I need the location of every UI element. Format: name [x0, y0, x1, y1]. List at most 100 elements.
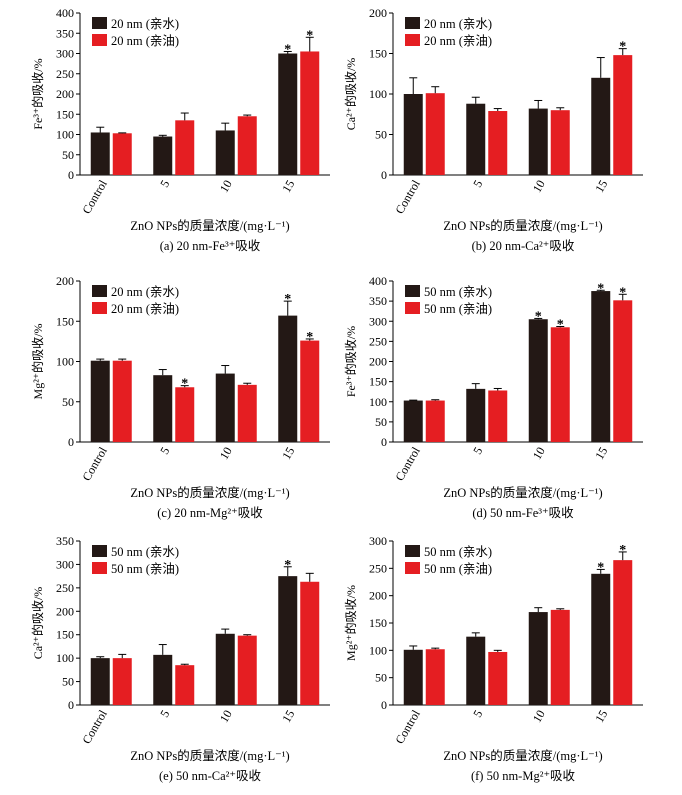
x-tick-label: 10	[530, 708, 548, 725]
legend-swatch	[92, 17, 107, 29]
bar-hydrophilic-2	[528, 612, 548, 705]
y-tick-label: 200	[369, 6, 387, 20]
y-axis-title: Mg²⁺的吸收/%	[30, 324, 45, 400]
significance-mark: *	[181, 377, 188, 392]
x-tick-label: Control	[79, 444, 110, 483]
bar-lipophilic-3	[613, 300, 633, 442]
bar-hydrophilic-0	[90, 360, 110, 442]
x-axis-title: ZnO NPs的质量浓度/(mg·L⁻¹)	[130, 748, 289, 763]
x-tick-label: 15	[592, 445, 610, 462]
bar-hydrophilic-1	[466, 388, 486, 442]
legend-swatch	[92, 545, 107, 557]
panel-caption: (c) 20 nm-Mg²⁺吸收	[157, 506, 263, 520]
bar-lipophilic-1	[488, 390, 508, 442]
y-tick-label: 150	[369, 375, 387, 389]
x-tick-label: 15	[592, 178, 610, 195]
bar-hydrophilic-1	[153, 375, 173, 442]
chart-panel-1: 0 50 100 150 200 250 300 350 400 Control 5 10 * * 15 Fe…	[30, 6, 330, 253]
y-tick-label: 250	[369, 334, 387, 348]
bar-hydrophilic-2	[528, 108, 548, 175]
legend-label: 20 nm (亲水)	[424, 17, 492, 31]
bar-lipophilic-3	[300, 51, 320, 175]
y-tick-label: 50	[62, 395, 74, 409]
bar-hydrophilic-3	[278, 315, 298, 442]
x-axis-title: ZnO NPs的质量浓度/(mg·L⁻¹)	[443, 485, 602, 500]
y-tick-label: 50	[62, 148, 74, 162]
x-tick-label: Control	[392, 177, 423, 216]
y-axis-title: Ca²⁺的吸收/%	[343, 58, 358, 131]
y-tick-label: 100	[369, 395, 387, 409]
x-axis-title: ZnO NPs的质量浓度/(mg·L⁻¹)	[443, 748, 602, 763]
bar-hydrophilic-2	[215, 130, 235, 175]
y-tick-label: 200	[369, 589, 387, 603]
x-tick-label: 10	[217, 708, 235, 725]
bar-hydrophilic-0	[403, 94, 423, 175]
legend-swatch	[92, 562, 107, 574]
y-tick-label: 0	[68, 698, 74, 712]
y-tick-label: 100	[56, 128, 74, 142]
x-tick-label: 10	[530, 178, 548, 195]
y-tick-label: 50	[62, 675, 74, 689]
legend-label: 50 nm (亲水)	[424, 545, 492, 559]
x-tick-label: 15	[592, 708, 610, 725]
bar-hydrophilic-2	[215, 373, 235, 442]
bar-hydrophilic-3	[278, 576, 298, 705]
y-tick-label: 0	[381, 168, 387, 182]
y-tick-label: 400	[369, 274, 387, 288]
bar-lipophilic-2	[237, 635, 257, 705]
y-axis-title: Fe³⁺的吸收/%	[30, 58, 45, 129]
y-tick-label: 100	[369, 87, 387, 101]
legend-label: 20 nm (亲油)	[111, 34, 179, 48]
panel-caption: (a) 20 nm-Fe³⁺吸收	[160, 239, 261, 253]
legend-label: 50 nm (亲水)	[111, 545, 179, 559]
panel-caption: (f) 50 nm-Mg²⁺吸收	[471, 769, 576, 783]
bar-hydrophilic-3	[591, 573, 611, 705]
bar-hydrophilic-1	[466, 103, 486, 175]
chart-panel-5: 0 50 100 150 200 250 300 350 Control 5 10 * 15 Ca²⁺的吸…	[30, 534, 330, 783]
x-tick-label: 5	[470, 445, 485, 457]
y-axis-title: Mg²⁺的吸收/%	[343, 585, 358, 661]
y-tick-label: 100	[56, 651, 74, 665]
y-tick-label: 250	[56, 581, 74, 595]
y-tick-label: 150	[369, 616, 387, 630]
y-tick-label: 0	[381, 435, 387, 449]
x-tick-label: 15	[279, 178, 297, 195]
legend-label: 50 nm (亲油)	[111, 562, 179, 576]
bar-lipophilic-1	[175, 120, 195, 175]
significance-mark: *	[557, 317, 564, 332]
y-tick-label: 50	[375, 128, 387, 142]
significance-mark: *	[535, 309, 542, 324]
bar-lipophilic-1	[175, 387, 195, 442]
bar-lipophilic-0	[425, 93, 445, 175]
y-tick-label: 350	[56, 26, 74, 40]
bar-hydrophilic-1	[153, 136, 173, 175]
bar-lipophilic-3	[613, 560, 633, 705]
legend-swatch	[405, 545, 420, 557]
bar-lipophilic-0	[112, 360, 132, 442]
bar-lipophilic-0	[425, 649, 445, 705]
panel-caption: (e) 50 nm-Ca²⁺吸收	[159, 769, 261, 783]
x-axis-title: ZnO NPs的质量浓度/(mg·L⁻¹)	[130, 485, 289, 500]
x-tick-label: 10	[530, 445, 548, 462]
y-tick-label: 200	[56, 274, 74, 288]
y-tick-label: 50	[375, 671, 387, 685]
y-tick-label: 100	[56, 355, 74, 369]
legend-label: 20 nm (亲水)	[111, 17, 179, 31]
x-tick-label: Control	[392, 707, 423, 746]
x-tick-label: Control	[79, 707, 110, 746]
significance-mark: *	[284, 292, 291, 307]
bar-hydrophilic-1	[466, 636, 486, 705]
bar-lipophilic-3	[613, 55, 633, 176]
legend-swatch	[405, 562, 420, 574]
legend-swatch	[92, 34, 107, 46]
bar-hydrophilic-2	[528, 319, 548, 442]
significance-mark: *	[284, 42, 291, 57]
chart-panel-4: 0 50 100 150 200 250 300 350 400 Control 5 * * 10 * * 15…	[343, 274, 643, 520]
x-tick-label: 15	[279, 708, 297, 725]
y-tick-label: 0	[68, 435, 74, 449]
y-axis-title: Ca²⁺的吸收/%	[30, 587, 45, 660]
y-tick-label: 350	[56, 534, 74, 548]
bar-hydrophilic-0	[90, 658, 110, 705]
legend-label: 50 nm (亲油)	[424, 302, 492, 316]
